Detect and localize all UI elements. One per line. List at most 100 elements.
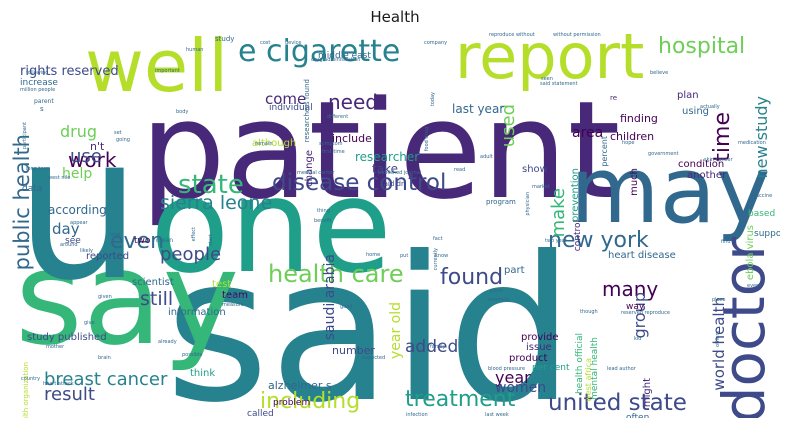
word-already: already	[158, 339, 177, 345]
word-start: start	[208, 234, 214, 246]
word-issue: issue	[526, 342, 552, 353]
word-human: human	[186, 47, 203, 53]
word-heart-attack: heart attack	[43, 381, 74, 387]
word-support: support	[754, 229, 780, 239]
word-come: come	[265, 90, 306, 108]
word-event: event	[747, 283, 761, 289]
word-new-study: new study	[752, 96, 771, 179]
word-individual: individual	[269, 103, 313, 113]
word-said: said	[165, 214, 574, 418]
word-health-organization: health organization	[22, 362, 30, 418]
word-product: product	[509, 353, 548, 364]
word-part: part	[504, 265, 525, 276]
word-going: going	[116, 137, 130, 143]
word-increase: increase	[20, 78, 58, 88]
word-work: work	[68, 148, 117, 172]
word-mental-health: mental health	[590, 337, 600, 400]
word-know: know	[435, 253, 448, 259]
word-new-york: new york	[548, 228, 649, 253]
word-ebola-virus: ebola virus	[745, 225, 756, 280]
word-company: company	[424, 40, 447, 46]
word-drug-administration: drug administration	[311, 57, 360, 63]
word-year-old: year old	[388, 302, 404, 359]
word-example: example	[488, 297, 510, 303]
word-area: area	[572, 125, 603, 141]
word-set: set	[114, 130, 122, 136]
word-place: place	[712, 297, 725, 303]
word-including: including	[260, 389, 360, 414]
word-hope: hope	[622, 140, 634, 146]
word-children: children	[610, 130, 654, 143]
word-last-year: last year	[452, 102, 504, 116]
word-first-time: first time	[322, 149, 345, 155]
word-another: another	[687, 170, 727, 181]
word-currently: currently	[433, 248, 439, 270]
word-expected: expected	[362, 355, 385, 361]
word-drug: drug	[60, 122, 97, 141]
word-number: number	[332, 344, 375, 357]
word-world-health: world health	[710, 297, 728, 391]
word-study: study	[215, 35, 234, 43]
word-seen: seen	[541, 76, 553, 82]
word-based: based	[748, 209, 775, 219]
word-given: given	[98, 294, 112, 300]
word-public-health: public health	[10, 134, 34, 270]
word-long-term: long term	[26, 166, 50, 172]
word-kid: kid	[634, 336, 641, 342]
word-body: body	[176, 109, 188, 115]
word-different: different	[327, 114, 348, 120]
word-appear: appear	[70, 220, 89, 226]
word-saudi-arabia: saudi arabia	[322, 254, 338, 340]
word-program: program	[486, 198, 516, 206]
word-look: look	[110, 232, 121, 238]
word-called: called	[247, 409, 274, 418]
word-blood-pressure: blood pressure	[488, 366, 525, 372]
word-researchers-found: researchers found	[303, 79, 311, 142]
word-one: one	[150, 150, 392, 302]
word-take: take	[372, 162, 398, 176]
word-symptom: symptom	[319, 141, 343, 147]
word-country: country	[21, 376, 40, 382]
word-show: show	[522, 164, 548, 175]
word-rights-reserved: rights reserved	[20, 64, 119, 79]
word-patient: patient	[140, 72, 620, 229]
word-two-year: two year	[545, 238, 568, 244]
word-condition: condition	[678, 159, 724, 170]
word-following: following	[26, 70, 48, 76]
word-way: way	[626, 302, 645, 312]
word-united-state: united state	[548, 390, 687, 416]
word-food-drug: food drug	[424, 127, 430, 151]
word-change: change	[304, 150, 315, 187]
word-read: read	[454, 167, 465, 173]
word-n-t: n't	[90, 140, 105, 153]
word-think: think	[190, 368, 215, 379]
word-put: put	[400, 253, 408, 259]
word-lead-author: lead author	[607, 366, 637, 372]
word-well: well	[85, 32, 228, 108]
word-participant: participant	[22, 122, 28, 149]
word-treatment: treatment	[405, 387, 516, 412]
word-health-care: health care	[268, 260, 404, 288]
word-year: year	[495, 368, 531, 387]
word-often: often	[626, 413, 649, 418]
word-result: result	[44, 384, 95, 405]
word-time: time	[710, 112, 735, 162]
word-adult: adult	[480, 154, 493, 160]
word-information: information	[168, 307, 226, 318]
word-study-published: study published	[27, 332, 107, 343]
word-without-permission: without permission	[553, 32, 601, 38]
word-home: home	[366, 252, 380, 258]
word-point: point	[490, 288, 503, 294]
word-medical-center: medical center	[297, 170, 335, 176]
word-effect: effect	[191, 227, 197, 241]
word-measure: measure	[222, 302, 244, 308]
word-vaccine: vaccine	[753, 193, 772, 199]
word-provide: provide	[521, 332, 559, 343]
word-re: re	[610, 94, 617, 102]
word-even: even	[110, 229, 164, 254]
word-parent: parent	[34, 98, 54, 105]
word-group: group	[630, 292, 649, 338]
word-many: many	[602, 277, 658, 301]
word-cloud: said patient one say u may report well doctor e c…	[10, 32, 780, 418]
